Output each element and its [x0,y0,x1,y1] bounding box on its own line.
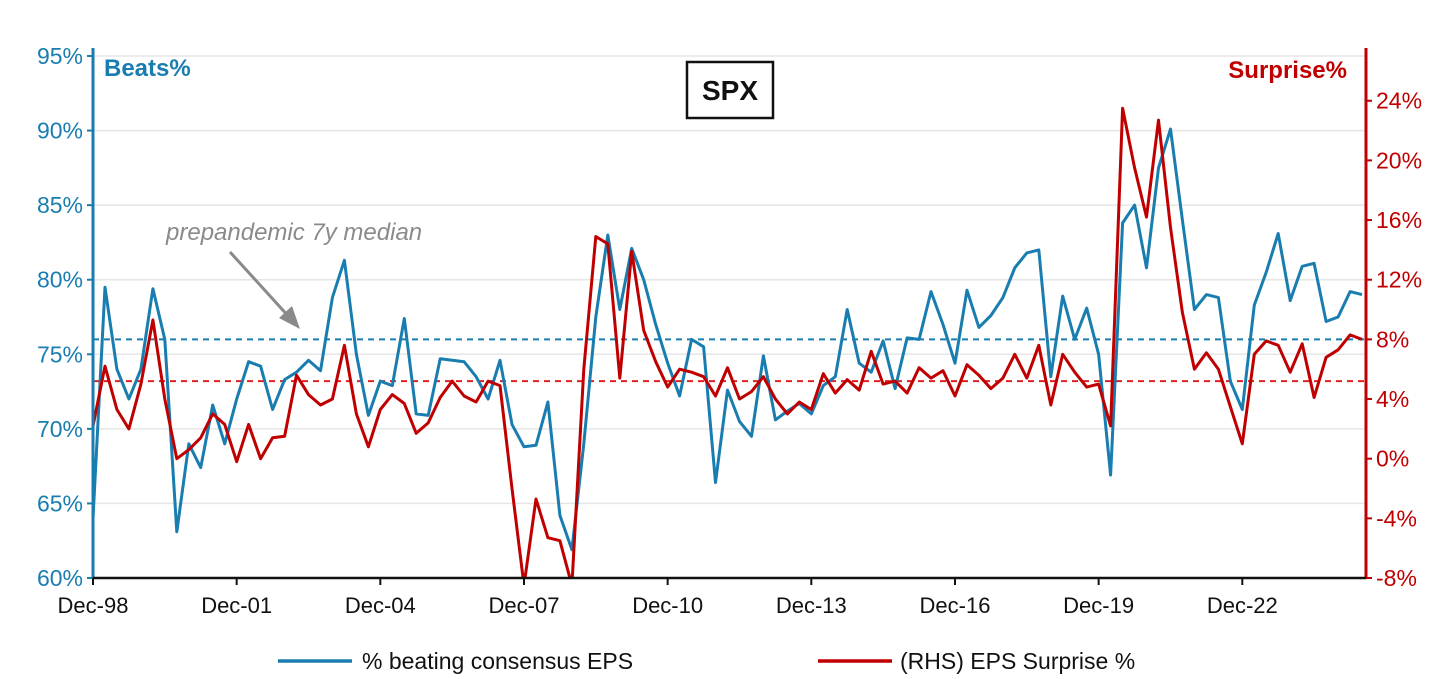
right-axis-tick-label: 8% [1376,326,1409,352]
annotation: prepandemic 7y median [165,219,422,329]
annotation-text: prepandemic 7y median [165,219,422,246]
right-axis-tick-label: 12% [1376,267,1422,293]
axes [87,48,1372,585]
right-axis-tick-label: 20% [1376,147,1422,173]
left-axis-tick-label: 90% [37,118,83,144]
series-line-surprise [93,106,1363,578]
left-axis-tick-label: 75% [37,341,83,367]
x-axis-tick-label: Dec-01 [201,593,272,618]
right-axis-tick-label: 0% [1376,446,1409,472]
left-axis-title: Beats% [104,55,191,82]
right-axis-tick-label: 24% [1376,88,1422,114]
chart-title: SPX [702,75,758,106]
right-axis-tick-label: -8% [1376,565,1417,591]
annotation-arrow-shaft [228,250,292,320]
x-axis-tick-label: Dec-16 [920,593,991,618]
gridlines [93,55,1366,505]
right-axis-title: Surprise% [1228,57,1347,84]
legend: % beating consensus EPS (RHS) EPS Surpri… [278,648,1135,674]
x-axis-tick-label: Dec-13 [776,593,847,618]
left-axis-tick-label: 80% [37,267,83,293]
x-axis-tick-label: Dec-07 [489,593,560,618]
x-axis-tick-label: Dec-19 [1063,593,1134,618]
reference-lines [93,338,1366,383]
left-axis-tick-label: 70% [37,416,83,442]
left-axis-tick-label: 60% [37,565,83,591]
left-axis-tick-label: 85% [37,192,83,218]
series-line-beats [93,127,1363,552]
legend-label-surprise: (RHS) EPS Surprise % [900,648,1135,674]
x-axis-tick-label: Dec-10 [632,593,703,618]
chart-title-frame [685,60,775,120]
chart-title-box: SPX [685,60,775,120]
x-axis-tick-label: Dec-22 [1207,593,1278,618]
legend-label-beats: % beating consensus EPS [362,648,633,674]
annotation-arrow-head [279,306,300,329]
left-axis-tick-label: 95% [37,43,83,69]
left-axis-tick-label: 65% [37,490,83,516]
series-lines [93,106,1363,578]
x-axis-tick-label: Dec-04 [345,593,416,618]
right-axis-tick-label: 4% [1376,386,1409,412]
right-axis-tick-label: -4% [1376,505,1417,531]
right-axis-tick-label: 16% [1376,207,1422,233]
x-axis-tick-label: Dec-98 [58,593,129,618]
tick-labels: 60% 65% 70% 75% 80% 85% 90% 95% -8% -4% 0% 4% 8% 12% 1… [37,43,1422,618]
